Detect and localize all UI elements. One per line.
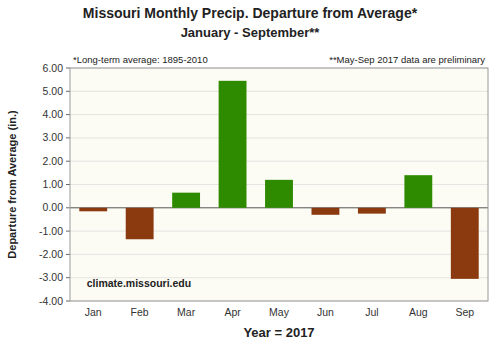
- x-tick-label: Sep: [455, 306, 474, 318]
- grid-line: [70, 161, 488, 162]
- watermark: climate.missouri.edu: [87, 277, 191, 289]
- y-tick-label: 6.00: [43, 62, 64, 74]
- y-tick: [66, 207, 70, 208]
- y-axis-label: Departure from Average (in.): [6, 110, 18, 259]
- plot-background: [70, 68, 488, 301]
- x-axis-label: Year = 2017: [243, 325, 314, 340]
- y-tick-label: 4.00: [43, 108, 64, 120]
- y-tick-label: 5.00: [43, 85, 64, 97]
- plot-frame: [70, 68, 488, 301]
- y-tick: [66, 184, 70, 185]
- x-tick-label: Aug: [409, 306, 428, 318]
- annotation: **May-Sep 2017 data are preliminary: [329, 54, 485, 65]
- y-tick: [66, 114, 70, 115]
- bar: [219, 81, 247, 208]
- y-tick: [66, 161, 70, 162]
- bar: [404, 175, 432, 208]
- y-tick: [66, 301, 70, 302]
- title: Missouri Monthly Precip. Departure from …: [83, 5, 418, 21]
- annotation: *Long-term average: 1895-2010: [73, 54, 208, 65]
- y-tick: [66, 137, 70, 138]
- grid-line: [70, 114, 488, 115]
- x-tick-label: Jun: [317, 306, 334, 318]
- bar: [358, 208, 386, 214]
- grid: [70, 68, 488, 301]
- y-tick: [66, 91, 70, 92]
- x-tick-label: May: [269, 306, 290, 318]
- y-tick: [66, 231, 70, 232]
- y-tick-label: 3.00: [43, 131, 64, 143]
- y-tick-label: -4.00: [39, 295, 63, 307]
- grid-line: [70, 254, 488, 255]
- x-tick-label: Apr: [224, 306, 241, 318]
- x-tick-label: Jul: [365, 306, 378, 318]
- y-axis: -4.00 -3.00 -2.00 -1.00 0.00 1.00 2.00 3.00 4.00…: [39, 62, 70, 307]
- x-axis: Jan Feb Mar Apr May Jun Jul Aug Sep: [85, 306, 475, 318]
- y-tick-label: 1.00: [43, 178, 64, 190]
- bar: [265, 180, 293, 208]
- bar: [79, 208, 107, 211]
- grid-line: [70, 91, 488, 92]
- y-tick-label: 0.00: [43, 201, 64, 213]
- y-tick-label: -1.00: [39, 225, 63, 237]
- y-tick: [66, 254, 70, 255]
- y-tick-label: -3.00: [39, 271, 63, 283]
- bars: [79, 81, 478, 279]
- y-tick-label: -2.00: [39, 248, 63, 260]
- bar: [126, 208, 154, 239]
- grid-line: [70, 137, 488, 138]
- bar: [312, 208, 340, 215]
- x-tick-label: Jan: [85, 306, 102, 318]
- chart: Missouri Monthly Precip. Departure from …: [0, 0, 500, 347]
- y-tick: [66, 277, 70, 278]
- x-tick-label: Feb: [131, 306, 149, 318]
- y-tick-label: 2.00: [43, 155, 64, 167]
- subtitle: January - September**: [181, 25, 321, 40]
- bar: [451, 208, 479, 279]
- y-tick: [66, 68, 70, 69]
- x-tick-label: Mar: [177, 306, 196, 318]
- bar: [172, 193, 200, 208]
